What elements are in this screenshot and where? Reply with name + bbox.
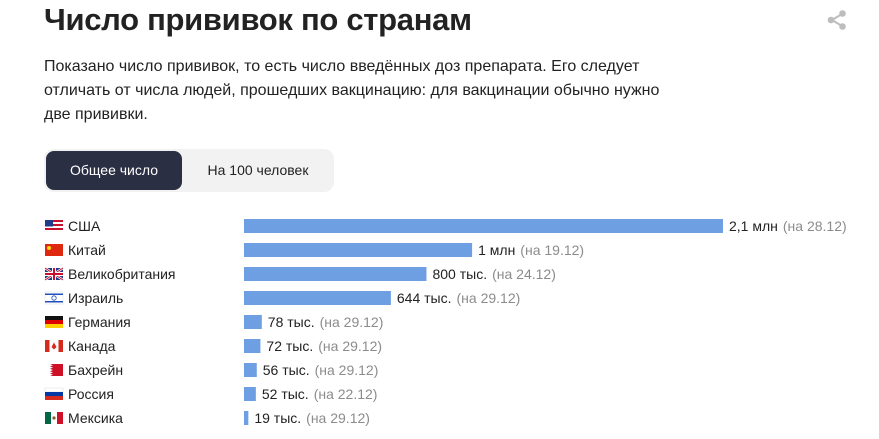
tab-total[interactable]: Общее число xyxy=(46,151,182,190)
category-label: Германия xyxy=(68,314,131,330)
category-label: Канада xyxy=(68,338,116,354)
flag-de-icon xyxy=(45,316,63,328)
category-label: Китай xyxy=(68,242,106,258)
bar xyxy=(244,243,473,257)
flag-il-icon xyxy=(44,291,64,305)
tab-per-100[interactable]: На 100 человек xyxy=(207,162,309,178)
chart-row: Россия 52 тыс. (на 22.12) xyxy=(44,386,378,402)
date-label: (на 19.12) xyxy=(520,242,584,258)
category-label: Бахрейн xyxy=(68,362,123,378)
date-label: (на 29.12) xyxy=(457,290,521,306)
chart-row: США 2,1 млн (на 28.12) xyxy=(45,218,847,234)
value-label: 800 тыс. xyxy=(432,266,487,282)
value-label: 72 тыс. xyxy=(266,338,313,354)
flag-ru-icon xyxy=(44,387,64,400)
date-label: (на 28.12) xyxy=(783,218,847,234)
value-label: 78 тыс. xyxy=(268,314,315,330)
date-label: (на 22.12) xyxy=(314,386,378,402)
value-label: 644 тыс. xyxy=(397,290,452,306)
view-tabs: Общее число На 100 человек xyxy=(44,149,334,192)
page-title: Число прививок по странам xyxy=(44,2,472,37)
bar xyxy=(244,411,249,425)
bar xyxy=(244,291,391,305)
date-label: (на 24.12) xyxy=(492,266,556,282)
date-label: (на 29.12) xyxy=(306,410,370,426)
flag-us-icon xyxy=(45,220,63,232)
date-label: (на 29.12) xyxy=(315,362,379,378)
category-label: Мексика xyxy=(68,410,123,426)
page-subtitle: Показано число прививок, то есть число в… xyxy=(44,58,660,123)
bar xyxy=(244,315,262,329)
chart-row: Израиль 644 тыс. (на 29.12) xyxy=(44,290,521,306)
value-label: 19 тыс. xyxy=(254,410,301,426)
bar xyxy=(244,387,256,401)
chart-row: Бахрейн 56 тыс. (на 29.12) xyxy=(45,362,378,378)
category-label: Израиль xyxy=(68,290,123,306)
flag-mx-icon xyxy=(45,412,63,424)
chart-row: Великобритания 800 тыс. (на 24.12) xyxy=(44,266,556,282)
date-label: (на 29.12) xyxy=(320,314,384,330)
chart-row: Германия 78 тыс. (на 29.12) xyxy=(45,314,383,330)
value-label: 52 тыс. xyxy=(262,386,309,402)
category-label: Россия xyxy=(68,386,114,402)
flag-ca-icon xyxy=(45,340,63,352)
date-label: (на 29.12) xyxy=(318,338,382,354)
category-label: Великобритания xyxy=(68,266,176,282)
bar xyxy=(244,363,257,377)
chart-row: Канада 72 тыс. (на 29.12) xyxy=(45,338,382,354)
bar xyxy=(244,219,723,233)
chart-row: Мексика 19 тыс. (на 29.12) xyxy=(45,410,370,426)
flag-bh-icon xyxy=(45,364,63,376)
value-label: 2,1 млн xyxy=(729,218,778,234)
bar xyxy=(244,339,261,353)
bar xyxy=(244,267,427,281)
flag-cn-icon xyxy=(45,244,63,256)
value-label: 1 млн xyxy=(478,242,515,258)
share-icon xyxy=(827,10,846,30)
value-label: 56 тыс. xyxy=(263,362,310,378)
chart-row: Китай 1 млн (на 19.12) xyxy=(45,242,584,258)
share-button[interactable] xyxy=(826,9,848,31)
category-label: США xyxy=(68,218,101,234)
flag-gb-icon xyxy=(44,267,64,281)
